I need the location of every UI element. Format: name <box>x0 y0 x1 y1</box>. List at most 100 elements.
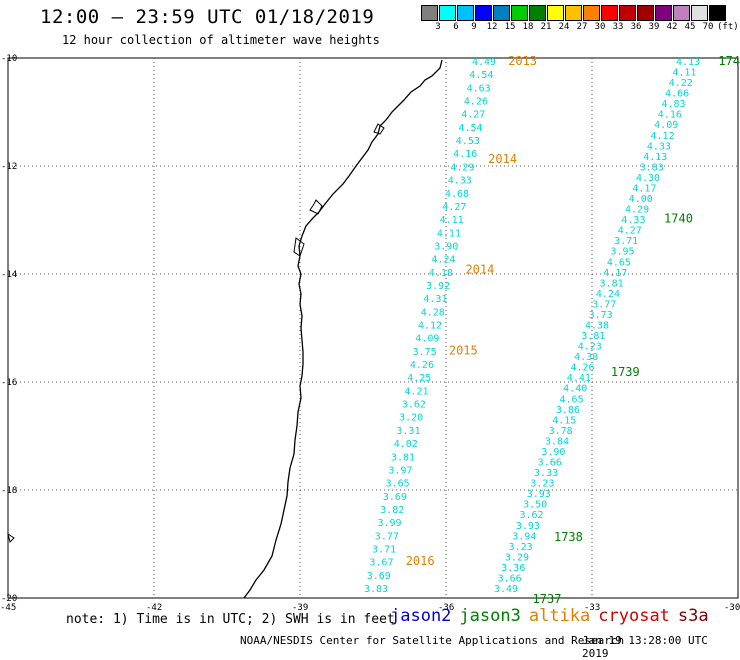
swh-value: 3.49 <box>494 584 518 595</box>
swh-value: 4.54 <box>459 123 483 134</box>
swh-value: 4.24 <box>432 255 456 266</box>
swh-value: 3.93 <box>527 489 551 500</box>
satellite-legend-item: s3a <box>677 606 709 626</box>
coastline-bay <box>373 123 385 135</box>
scale-label: 39 <box>648 22 660 32</box>
scale-label: 9 <box>471 22 477 32</box>
pass-time-label: 1739 <box>611 365 640 379</box>
swh-value: 4.26 <box>570 363 594 374</box>
map-frame <box>7 57 739 599</box>
swh-value: 3.95 <box>610 247 634 258</box>
scale-swatch <box>601 5 618 21</box>
swh-value: 3.90 <box>434 241 458 252</box>
scale-label: 6 <box>453 22 459 32</box>
lon-label: -42 <box>146 603 162 613</box>
swh-value: 3.23 <box>509 542 533 553</box>
satellite-legend: jason2 jason3 altika cryosat s3a <box>390 606 717 626</box>
swh-value: 4.38 <box>574 352 598 363</box>
scale-swatch <box>583 5 600 21</box>
swh-value: 3.81 <box>391 452 415 463</box>
swh-value: 3.94 <box>512 531 536 542</box>
scale-swatch <box>511 5 528 21</box>
swh-value: 3.31 <box>396 426 420 437</box>
swh-value: 4.11 <box>672 68 696 79</box>
scale-label: 3 <box>435 22 441 32</box>
map-subtitle: 12 hour collection of altimeter wave hei… <box>62 33 380 47</box>
swh-value: 4.31 <box>423 294 447 305</box>
pass-time-label: 1740 <box>664 211 693 225</box>
satellite-legend-item: cryosat <box>598 606 670 626</box>
swh-value: 4.12 <box>418 321 442 332</box>
lon-label: -33 <box>584 603 600 613</box>
scale-swatch <box>457 5 474 21</box>
swh-value: 4.17 <box>632 183 656 194</box>
map-title: 12:00 — 23:59 UTC 01/18/2019 <box>40 6 375 28</box>
scale-label: 27 <box>576 22 588 32</box>
swh-value: 3.77 <box>375 531 399 542</box>
swh-value: 4.27 <box>442 202 466 213</box>
swh-value: 3.65 <box>386 479 410 490</box>
swh-value: 3.62 <box>402 400 426 411</box>
scale-swatch <box>421 5 438 21</box>
swh-value: 3.23 <box>530 479 554 490</box>
swh-value: 4.17 <box>603 268 627 279</box>
satellite-legend-item: jason2 <box>390 606 452 626</box>
scale-label: 15 <box>504 22 516 32</box>
swh-value: 4.18 <box>429 268 453 279</box>
swh-value: 4.15 <box>552 415 576 426</box>
scale-swatch <box>529 5 546 21</box>
island <box>7 532 15 543</box>
swh-value: 4.09 <box>654 120 678 131</box>
swh-value: 4.28 <box>421 307 445 318</box>
lat-label: -12 <box>1 162 17 172</box>
swh-value: 3.71 <box>372 544 396 555</box>
scale-label: 36 <box>630 22 642 32</box>
scale-swatch <box>655 5 672 21</box>
scale-swatch <box>673 5 690 21</box>
axis-labels: -10 -12 -14 -16 -18 -20-45 -42 -39 -36 -33 -30 <box>0 54 740 613</box>
swh-value: 4.38 <box>585 321 609 332</box>
swh-value: 4.68 <box>445 189 469 200</box>
swh-value: 3.77 <box>592 299 616 310</box>
coastline-bay <box>293 237 305 257</box>
swh-value: 4.02 <box>394 439 418 450</box>
swh-value: 4.40 <box>563 384 587 395</box>
swh-value: 4.21 <box>405 386 429 397</box>
swh-value: 4.65 <box>560 394 584 405</box>
swh-value: 4.54 <box>469 70 493 81</box>
swh-value: 3.69 <box>367 571 391 582</box>
scale-label: 30 <box>594 22 606 32</box>
swh-value: 3.67 <box>369 558 393 569</box>
scale-label: 18 <box>522 22 534 32</box>
lat-label: -20 <box>1 594 17 604</box>
swh-value: 4.49 <box>472 57 496 68</box>
swh-value: 4.65 <box>607 257 631 268</box>
swh-value: 3.36 <box>501 563 525 574</box>
swh-value: 3.81 <box>600 278 624 289</box>
scale-label: 21 <box>540 22 552 32</box>
coastline <box>7 59 443 599</box>
wave-height-color-scale <box>421 5 727 21</box>
swh-value: 3.71 <box>614 236 638 247</box>
swh-value: 4.27 <box>618 226 642 237</box>
pass-time-label: 1738 <box>554 530 583 544</box>
pass-time-label: 2014 <box>488 152 517 166</box>
swh-value: 4.11 <box>437 228 461 239</box>
swh-value: 3.82 <box>380 505 404 516</box>
swh-value: 4.27 <box>461 110 485 121</box>
scale-swatch <box>637 5 654 21</box>
lat-lon-grid <box>7 57 739 599</box>
color-scale-labels: 3 6 9 12 15 18 21 24 27 30 33 36 39 42 45 70 (ft) <box>421 22 740 36</box>
scale-swatch <box>493 5 510 21</box>
swh-value: 3.50 <box>523 500 547 511</box>
lat-label: -10 <box>1 54 17 64</box>
scale-swatch <box>565 5 582 21</box>
swh-value: 3.92 <box>426 281 450 292</box>
scale-swatch <box>619 5 636 21</box>
coastline-brazil <box>243 59 443 599</box>
swh-value: 4.29 <box>450 162 474 173</box>
swh-value: 4.13 <box>643 152 667 163</box>
swh-value: 3.66 <box>538 458 562 469</box>
swh-value: 4.16 <box>658 110 682 121</box>
